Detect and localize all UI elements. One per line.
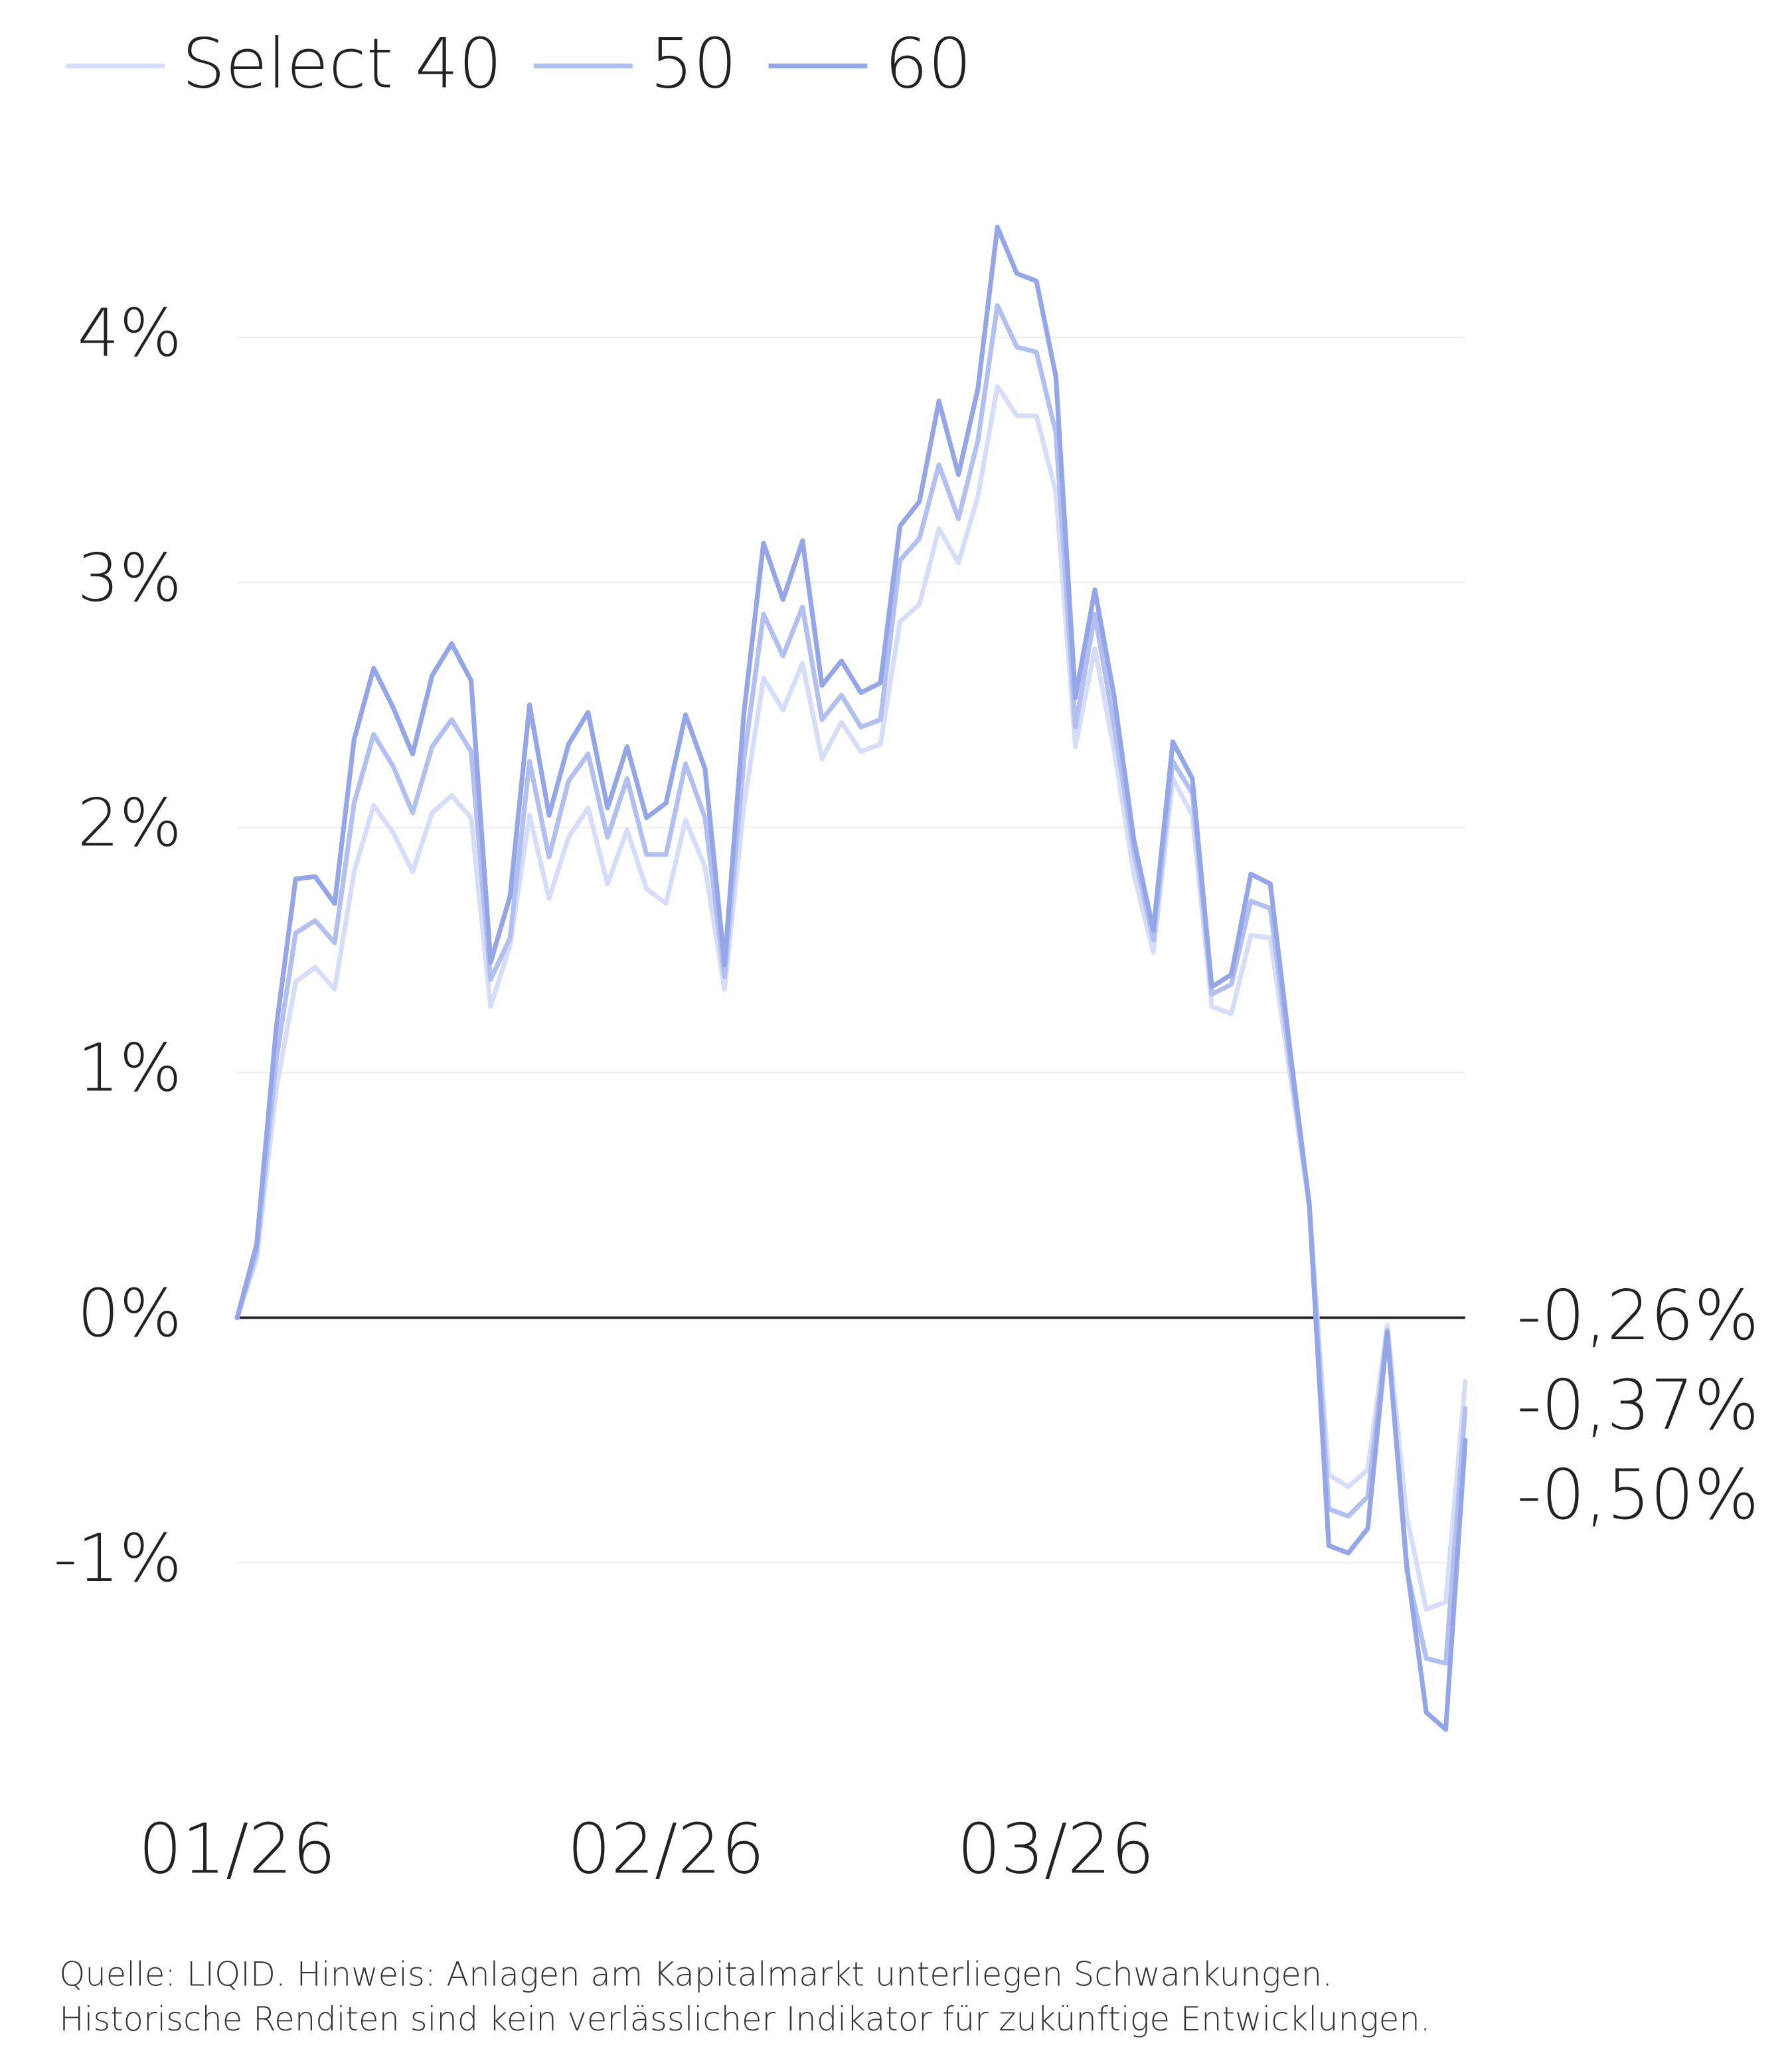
legend-label: Select 40 bbox=[182, 24, 502, 104]
legend-label: 60 bbox=[884, 24, 971, 104]
end-label: -0,26% bbox=[1516, 1276, 1759, 1356]
end-label: -0,37% bbox=[1516, 1366, 1759, 1445]
y-tick-label: -1% bbox=[54, 1520, 182, 1597]
y-tick-label: 3% bbox=[77, 540, 181, 616]
y-tick-label: 1% bbox=[77, 1030, 181, 1107]
footnote: Quelle: LIQID. Hinweis: Anlagen am Kapit… bbox=[59, 1955, 1333, 1993]
footnote: Historische Renditen sind kein verlässli… bbox=[59, 2000, 1430, 2038]
line bbox=[234, 384, 1468, 1612]
x-tick-label: 03/26 bbox=[957, 1810, 1155, 1890]
legend-label: 50 bbox=[650, 24, 737, 104]
y-tick-label: 2% bbox=[77, 785, 181, 862]
x-tick-label: 02/26 bbox=[567, 1810, 764, 1890]
line bbox=[234, 303, 1468, 1666]
y-tick-label: 4% bbox=[77, 295, 181, 371]
line bbox=[234, 224, 1468, 1732]
end-label: -0,50% bbox=[1516, 1455, 1759, 1535]
x-tick-label: 01/26 bbox=[139, 1810, 336, 1890]
y-tick-label: 0% bbox=[77, 1275, 181, 1352]
